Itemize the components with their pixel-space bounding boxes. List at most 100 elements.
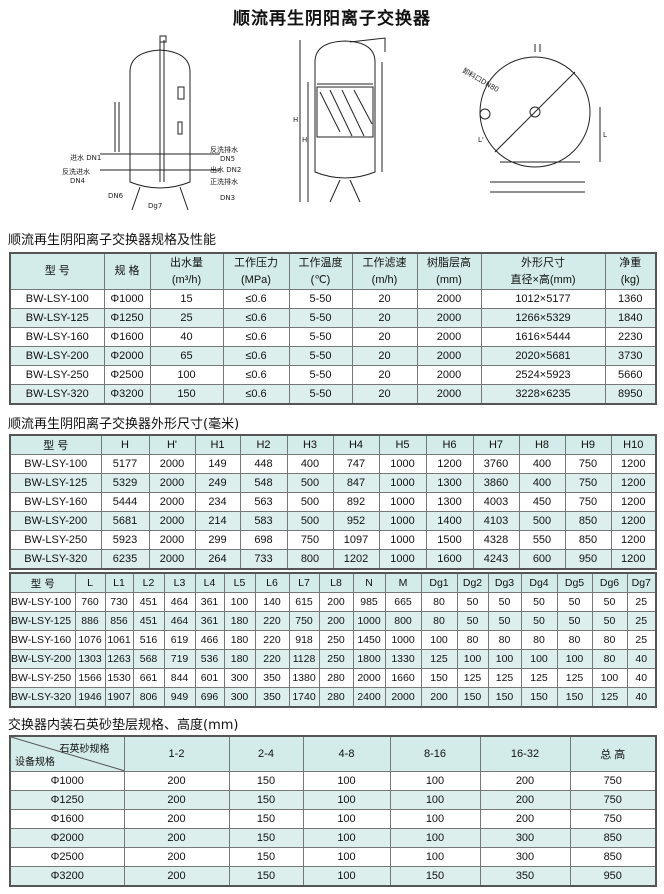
- table-row: BW-LSY-160 Φ1600 40 ≤0.6 5-50 20 2000 1616×5444…: [9, 327, 657, 347]
- table-cell: Φ2500: [103, 365, 151, 385]
- table-cell: 300: [223, 687, 256, 708]
- column-header: L1: [104, 572, 134, 593]
- table-row: Φ1600 200 150 100 100 200 750: [9, 809, 657, 829]
- table-cell: 200: [123, 771, 230, 791]
- column-header-line: 出水量: [170, 256, 203, 269]
- corner-top-label: 石英砂规格: [59, 744, 110, 755]
- exchanger-elevation-drawing: 进水 DN1 反洗进水 DN4 反洗排水 DN5 出水 DN2 正洗排水 DN3…: [62, 35, 241, 211]
- table-cell: 750: [564, 492, 612, 512]
- table-cell: 750: [564, 454, 612, 474]
- table-cell: 550: [518, 530, 566, 550]
- column-header: H2: [239, 434, 288, 455]
- table-cell: Φ2000: [9, 828, 125, 848]
- column-header-line: (mm): [436, 273, 462, 286]
- label-backwash-inlet-dn: DN4: [70, 177, 86, 185]
- table-cell: 100: [223, 592, 256, 612]
- table-cell: 3760: [472, 454, 520, 474]
- table-cell: 5329: [100, 473, 150, 493]
- table-cell: 15: [149, 289, 224, 309]
- table-cell: BW-LSY-320: [9, 687, 76, 708]
- table-cell: 150: [228, 771, 304, 791]
- table-row: BW-LSY-250 5923 2000 299 698 750 1097 1000 1500 4…: [9, 530, 657, 550]
- table-cell: 1000: [378, 454, 427, 474]
- table-cell: 200: [479, 771, 571, 791]
- table-cell: 448: [239, 454, 288, 474]
- table-cell: 150: [228, 809, 304, 829]
- table-cell: 1530: [104, 668, 134, 688]
- table-cell: 361: [194, 611, 225, 631]
- table-cell: 140: [254, 592, 290, 612]
- column-header: L7: [288, 572, 320, 593]
- table-cell: 950: [569, 866, 657, 887]
- table-cell: 100: [389, 790, 481, 810]
- table-cell: 8950: [604, 384, 657, 405]
- column-header-line: (℃): [310, 273, 331, 286]
- table-cell: 300: [479, 828, 571, 848]
- table-cell: 20: [351, 384, 418, 405]
- column-header: Dg7: [626, 572, 657, 593]
- table-cell: 1840: [604, 308, 657, 328]
- table-cell: 2230: [604, 327, 657, 347]
- table-cell: 100: [389, 828, 481, 848]
- table-cell: 200: [123, 809, 230, 829]
- table-row: BW-LSY-100 760 730 451 464 361 100 140 615 200 985…: [9, 592, 657, 612]
- table-cell: 150: [149, 384, 224, 405]
- table-cell: 100: [420, 630, 458, 650]
- table-cell: 50: [520, 611, 558, 631]
- table-cell: 800: [384, 611, 422, 631]
- table-cell: 886: [74, 611, 106, 631]
- table-cell: 730: [104, 592, 134, 612]
- column-header: Dg3: [487, 572, 522, 593]
- table-cell: 100: [520, 649, 558, 669]
- table-cell: 1128: [288, 649, 320, 669]
- column-header-line: 工作滤速: [362, 256, 407, 269]
- table-cell: 80: [420, 592, 458, 612]
- table-cell: 100: [302, 809, 391, 829]
- column-header: H9: [564, 434, 612, 455]
- table-cell: 350: [254, 668, 290, 688]
- column-header: H3: [286, 434, 334, 455]
- table-cell: 536: [194, 649, 225, 669]
- table-cell: 150: [228, 790, 304, 810]
- table-cell: 750: [569, 771, 657, 791]
- table-row: Φ3200 200 150 100 150 350 950: [9, 866, 657, 887]
- table-cell: 500: [286, 492, 334, 512]
- table-cell: 1200: [610, 511, 657, 531]
- table-cell: 2000: [416, 308, 482, 328]
- table-cell: 464: [163, 611, 196, 631]
- table-cell: 1600: [425, 549, 474, 570]
- table-cell: 50: [591, 592, 628, 612]
- column-header: 外形尺寸 直径×高(mm): [480, 252, 606, 290]
- dimensions-h-table: 型 号 H H' H1 H2 H3 H4 H5 H6 H7 H8 H9 H10 BW-LSY-100 517…: [9, 434, 657, 570]
- table-cell: 952: [332, 511, 380, 531]
- table-cell: 1000: [378, 530, 427, 550]
- label-l: L: [603, 131, 607, 139]
- table-row: BW-LSY-320 Φ3200 150 ≤0.6 5-50 20 2000 3228×623…: [9, 384, 657, 405]
- table-cell: 2000: [416, 289, 482, 309]
- table-cell: 25: [626, 592, 657, 612]
- table-cell: 500: [518, 511, 566, 531]
- label-outlet: 出水 DN2: [210, 165, 241, 174]
- table-cell: 5444: [100, 492, 150, 512]
- table-cell: 1300: [425, 473, 474, 493]
- table-cell: 100: [591, 668, 628, 688]
- table-cell: 50: [456, 592, 489, 612]
- table-cell: 249: [194, 473, 241, 493]
- table-cell: BW-LSY-200: [9, 511, 102, 531]
- table-cell: 214: [194, 511, 241, 531]
- table-cell: 1000: [378, 549, 427, 570]
- table-cell: BW-LSY-200: [9, 649, 76, 669]
- table-cell: BW-LSY-320: [9, 549, 102, 570]
- table-row: BW-LSY-320 1946 1907 806 949 696 300 350 1740 280…: [9, 687, 657, 708]
- column-header: L2: [132, 572, 165, 593]
- table-cell: 1076: [74, 630, 106, 650]
- table-cell: BW-LSY-100: [9, 592, 76, 612]
- table-cell: 80: [456, 630, 489, 650]
- table-cell: 200: [479, 809, 571, 829]
- table-cell: 451: [132, 592, 165, 612]
- table-cell: 1000: [384, 630, 422, 650]
- table-row: Φ2000 200 150 100 100 300 850: [9, 828, 657, 848]
- table-cell: 150: [420, 668, 458, 688]
- table-cell: Φ3200: [103, 384, 151, 405]
- column-header: 规 格: [103, 252, 151, 290]
